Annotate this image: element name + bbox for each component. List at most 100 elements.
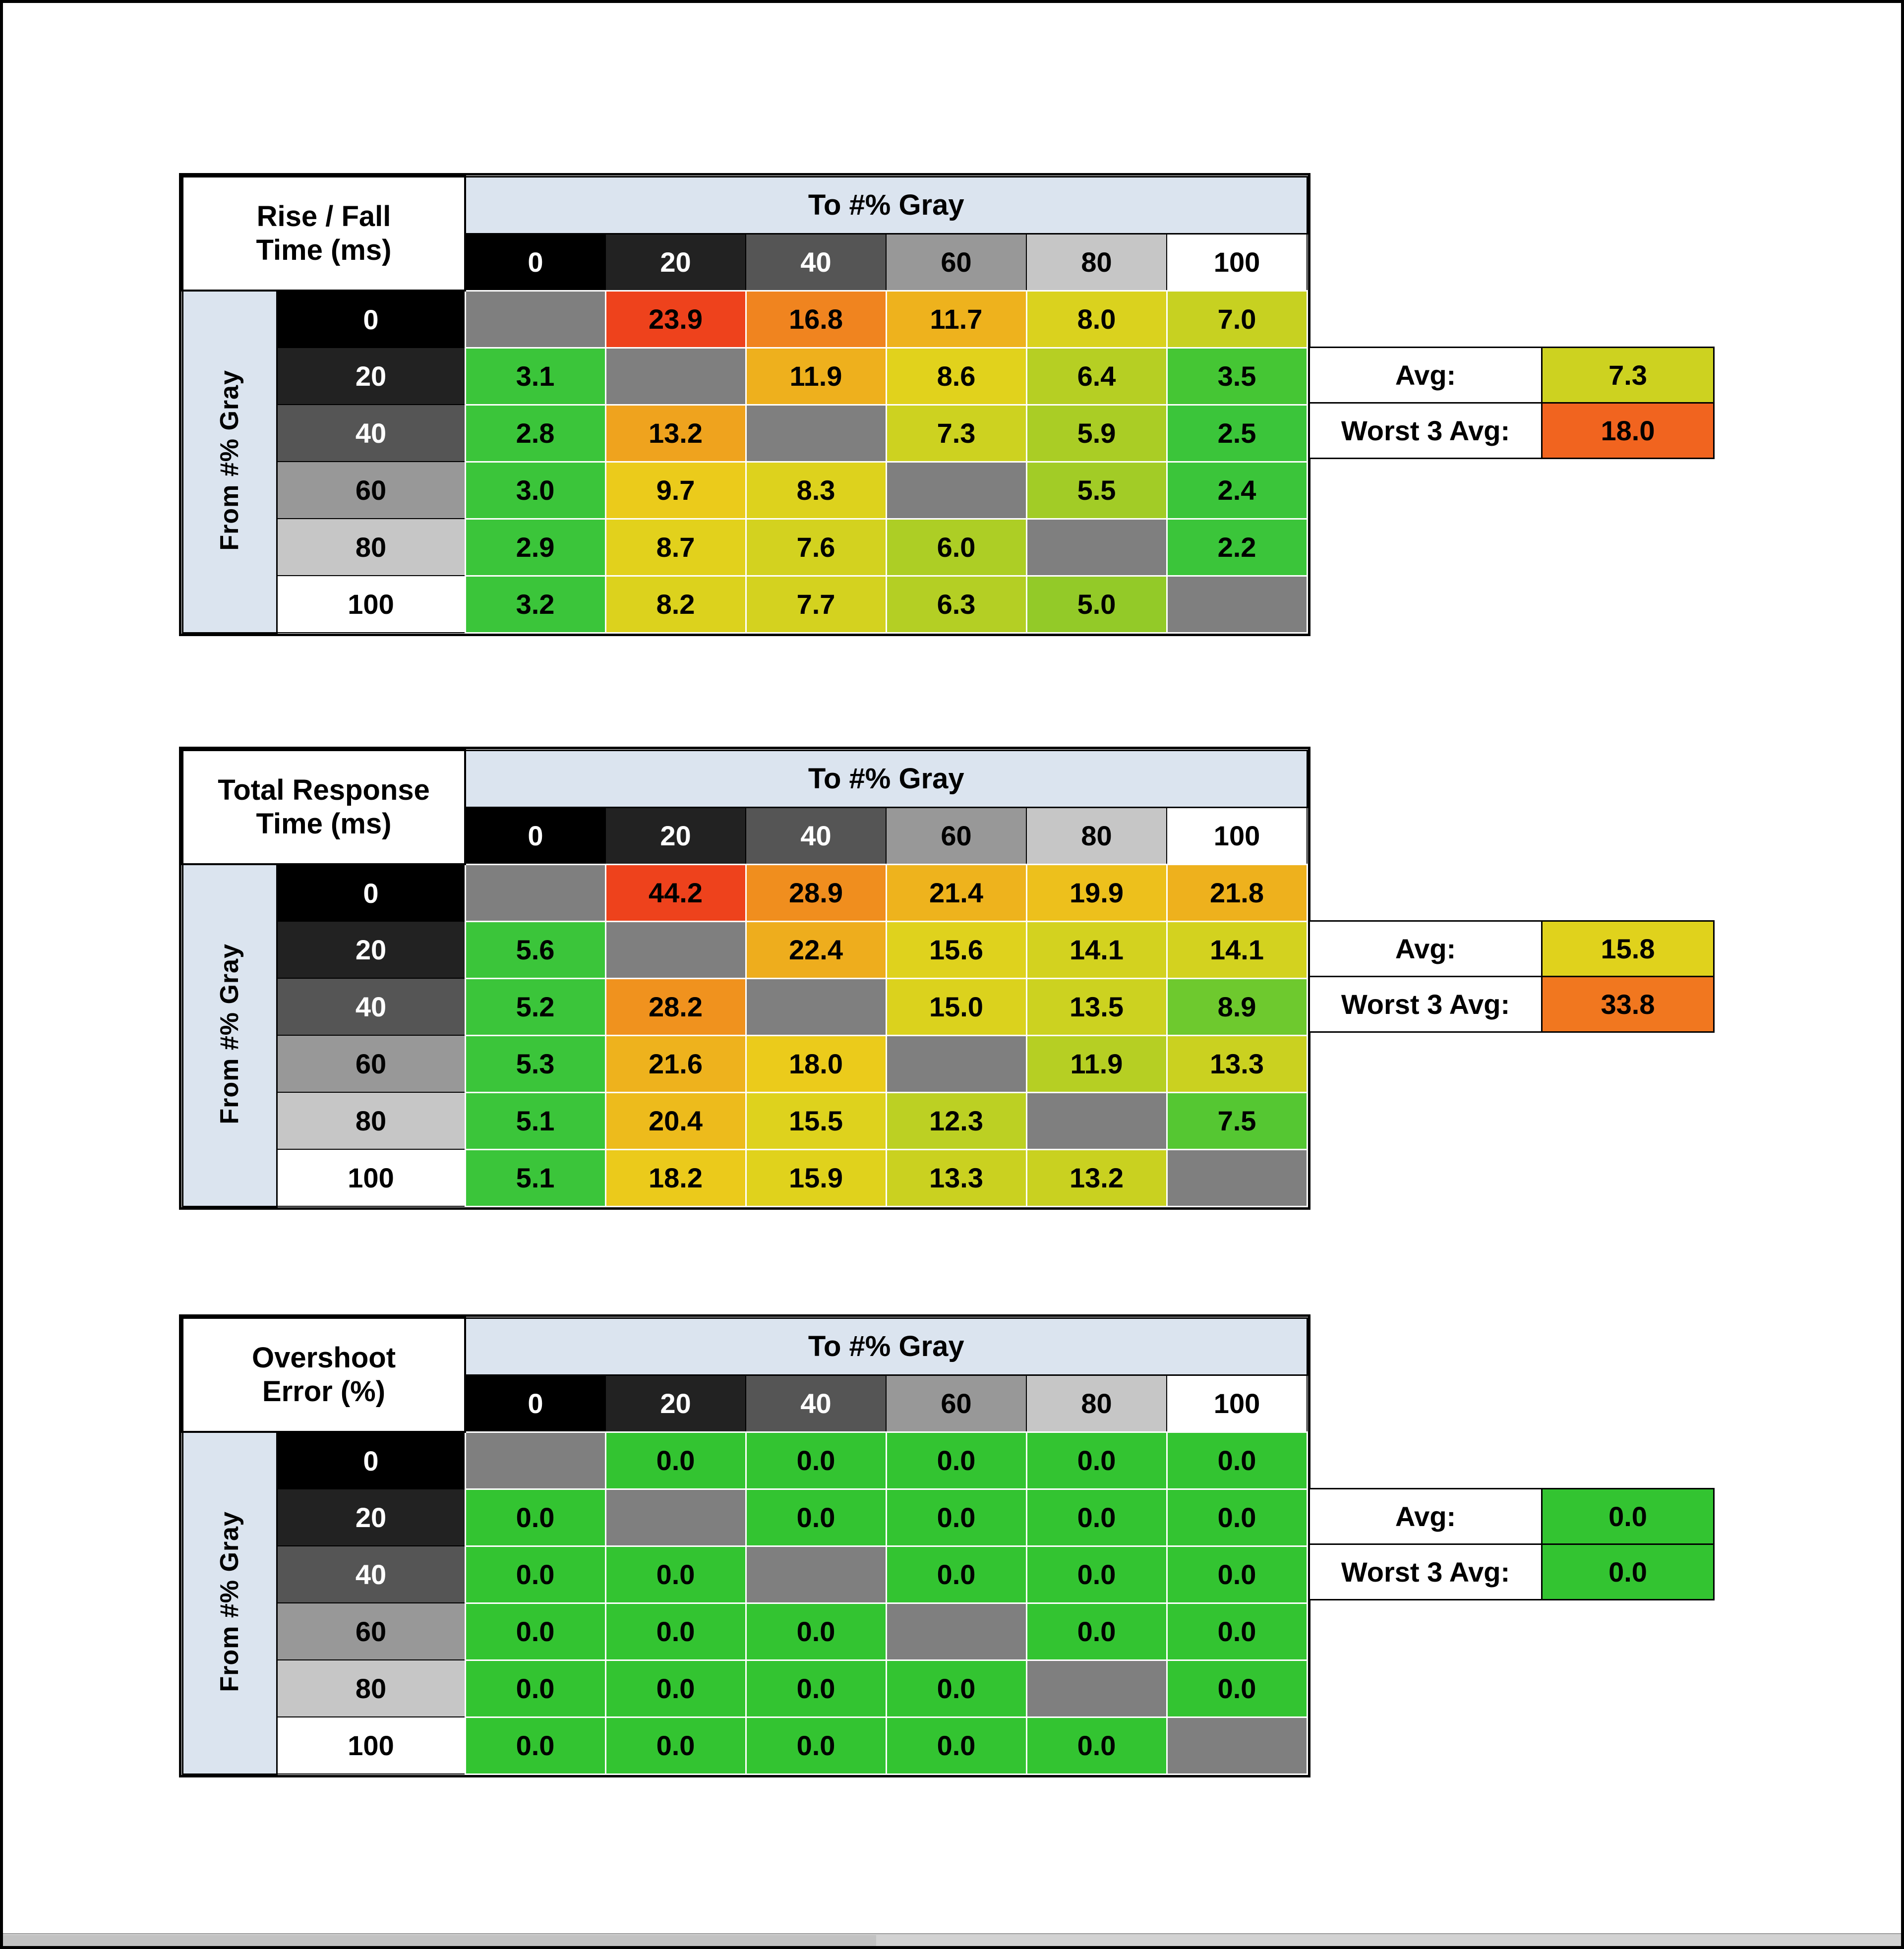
title-line2: Time (ms)	[256, 234, 392, 266]
diagonal-cell	[1166, 575, 1308, 634]
cell-from0-to60: 11.7	[885, 290, 1027, 349]
cell-from60-to40: 18.0	[745, 1034, 887, 1093]
cell-from0-to20: 23.9	[604, 290, 747, 349]
col-header-0: 0	[465, 1374, 606, 1432]
diagonal-cell	[604, 920, 747, 979]
cell-from80-to20: 0.0	[604, 1659, 747, 1718]
diagonal-cell	[745, 977, 887, 1036]
cell-from20-to100: 14.1	[1166, 920, 1308, 979]
cell-from0-to60: 0.0	[885, 1431, 1027, 1490]
avg-label: Avg:	[1309, 1488, 1543, 1545]
cell-from40-to80: 0.0	[1025, 1545, 1168, 1604]
row-header-20: 20	[276, 347, 466, 405]
cell-from20-to100: 0.0	[1166, 1488, 1308, 1547]
cell-from40-to80: 5.9	[1025, 404, 1168, 463]
diagonal-cell	[604, 1488, 747, 1547]
cell-from60-to0: 0.0	[464, 1602, 606, 1661]
from-gray-header: From #% Gray	[181, 863, 278, 1207]
scrollbar-thumb[interactable]	[3, 1935, 876, 1946]
row-header-60: 60	[276, 1602, 466, 1660]
cell-from40-to60: 15.0	[885, 977, 1027, 1036]
row-header-80: 80	[276, 1659, 466, 1717]
cell-from20-to60: 8.6	[885, 347, 1027, 406]
cell-from20-to60: 15.6	[885, 920, 1027, 979]
col-header-60: 60	[886, 233, 1027, 291]
cell-from100-to80: 0.0	[1025, 1716, 1168, 1775]
col-header-100: 100	[1166, 1374, 1308, 1432]
to-gray-header: To #% Gray	[464, 749, 1308, 808]
table-title: Rise / Fall Time (ms)	[181, 176, 466, 292]
diagonal-cell	[1025, 1091, 1168, 1150]
title-line2: Time (ms)	[256, 808, 392, 840]
cell-from60-to100: 0.0	[1166, 1602, 1308, 1661]
from-gray-label: From #% Gray	[215, 1511, 244, 1693]
table-total-response-time: Total Response Time (ms) To #% Gray 0 20 40 60…	[179, 747, 1715, 1210]
title-line2: Error (%)	[262, 1375, 386, 1408]
row-header-60: 60	[276, 1035, 466, 1093]
diagonal-cell	[1166, 1716, 1308, 1775]
cell-from100-to40: 0.0	[745, 1716, 887, 1775]
cell-from100-to0: 0.0	[464, 1716, 606, 1775]
avg-row: Avg: 0.0	[1309, 1488, 1715, 1545]
row-header-60: 60	[276, 461, 466, 519]
row-header-40: 40	[276, 1545, 466, 1603]
cell-from60-to40: 8.3	[745, 461, 887, 520]
cell-from100-to80: 5.0	[1025, 575, 1168, 634]
cell-from100-to40: 15.9	[745, 1148, 887, 1207]
table-rise-fall-time: Rise / Fall Time (ms) To #% Gray 0 20 40 60 80 1…	[179, 173, 1715, 636]
cell-from0-to40: 28.9	[745, 863, 887, 922]
title-line1: Overshoot	[251, 1341, 396, 1374]
cell-from40-to0: 2.8	[464, 404, 606, 463]
row-header-20: 20	[276, 921, 466, 979]
horizontal-scrollbar[interactable]	[3, 1933, 1901, 1946]
cell-from40-to100: 0.0	[1166, 1545, 1308, 1604]
cell-from20-to40: 22.4	[745, 920, 887, 979]
cell-from0-to80: 19.9	[1025, 863, 1168, 922]
avg-value: 0.0	[1541, 1488, 1715, 1545]
cell-from80-to60: 6.0	[885, 518, 1027, 577]
col-header-20: 20	[605, 807, 746, 865]
from-gray-header: From #% Gray	[181, 1431, 278, 1775]
diagonal-cell	[885, 1034, 1027, 1093]
overshoot-error-matrix: Overshoot Error (%) To #% Gray 0 20 40 60 80 100…	[181, 1317, 1308, 1775]
row-header-100: 100	[276, 1716, 466, 1774]
cell-from60-to80: 5.5	[1025, 461, 1168, 520]
avg-value: 15.8	[1541, 920, 1715, 977]
cell-from80-to0: 0.0	[464, 1659, 606, 1718]
cell-from20-to60: 0.0	[885, 1488, 1027, 1547]
cell-from80-to20: 20.4	[604, 1091, 747, 1150]
cell-from80-to60: 0.0	[885, 1659, 1027, 1718]
diagonal-cell	[885, 1602, 1027, 1661]
cell-from40-to100: 8.9	[1166, 977, 1308, 1036]
cell-from20-to0: 5.6	[464, 920, 606, 979]
col-header-100: 100	[1166, 233, 1308, 291]
worst3-value: 0.0	[1541, 1543, 1715, 1600]
worst3-label: Worst 3 Avg:	[1309, 976, 1543, 1033]
cell-from80-to40: 7.6	[745, 518, 887, 577]
cell-from100-to60: 6.3	[885, 575, 1027, 634]
table-overshoot-error: Overshoot Error (%) To #% Gray 0 20 40 60 80 100…	[179, 1314, 1715, 1777]
col-header-60: 60	[886, 807, 1027, 865]
row-header-0: 0	[276, 864, 466, 922]
cell-from60-to0: 3.0	[464, 461, 606, 520]
cell-from60-to20: 0.0	[604, 1602, 747, 1661]
diagonal-cell	[1025, 518, 1168, 577]
col-header-20: 20	[605, 233, 746, 291]
diagonal-cell	[1025, 1659, 1168, 1718]
cell-from40-to100: 2.5	[1166, 404, 1308, 463]
col-header-40: 40	[745, 807, 887, 865]
cell-from40-to60: 0.0	[885, 1545, 1027, 1604]
cell-from0-to80: 8.0	[1025, 290, 1168, 349]
cell-from0-to20: 44.2	[604, 863, 747, 922]
cell-from40-to20: 0.0	[604, 1545, 747, 1604]
summary-panel: Avg: 15.8 Worst 3 Avg: 33.8	[1309, 920, 1715, 1033]
table-title: Overshoot Error (%)	[181, 1317, 466, 1433]
diagonal-cell	[745, 404, 887, 463]
row-header-80: 80	[276, 518, 466, 576]
cell-from100-to60: 13.3	[885, 1148, 1027, 1207]
cell-from80-to0: 2.9	[464, 518, 606, 577]
row-header-40: 40	[276, 978, 466, 1036]
row-header-0: 0	[276, 1431, 466, 1489]
cell-from60-to100: 2.4	[1166, 461, 1308, 520]
cell-from60-to100: 13.3	[1166, 1034, 1308, 1093]
